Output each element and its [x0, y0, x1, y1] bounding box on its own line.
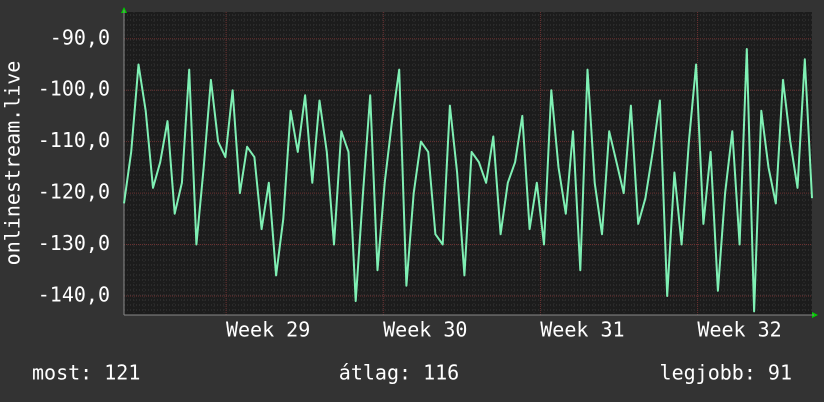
x-tick-label: Week 31: [540, 318, 624, 342]
y-tick-label: -110,0: [38, 128, 110, 152]
y-tick-label: -100,0: [38, 77, 110, 101]
axis-arrow: [812, 312, 818, 318]
x-tick-label: Week 30: [383, 318, 467, 342]
y-axis-label: onlinestream.live: [1, 61, 25, 266]
y-tick-label: -140,0: [38, 282, 110, 306]
footer-best: legjobb: 91: [660, 361, 792, 385]
footer-average: átlag: 116: [339, 361, 459, 385]
y-tick-label: -90,0: [50, 25, 110, 49]
data-line: [123, 48, 813, 313]
y-tick-label: -120,0: [38, 180, 110, 204]
y-tick-label: -130,0: [38, 231, 110, 255]
footer-current: most: 121: [32, 361, 140, 385]
x-tick-label: Week 29: [226, 318, 310, 342]
x-tick-label: Week 32: [697, 318, 781, 342]
